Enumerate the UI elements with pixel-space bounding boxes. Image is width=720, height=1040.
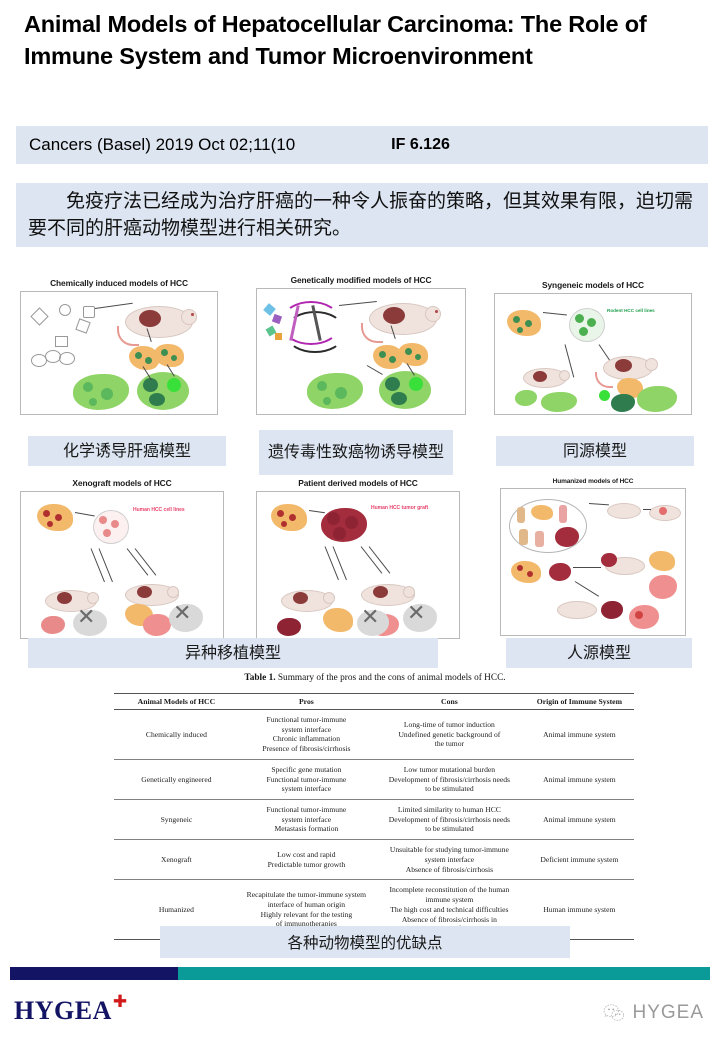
table-cell-origin: Deficient immune system — [524, 839, 634, 881]
table-row: Xenograft Low cost and rapid Predictable t… — [114, 839, 634, 881]
pros-cons-table: Animal Models of HCC Pros Cons Origin of… — [114, 693, 634, 940]
wechat-account-name: HYGEA — [632, 1002, 704, 1023]
figure-caption-en: Syngeneic models of HCC — [542, 280, 644, 290]
figure-caption-en: Genetically modified models of HCC — [290, 275, 432, 285]
table-cell-cons: Limited similarity to human HCC Developme… — [373, 799, 525, 841]
table-cell-origin: Animal immune system — [524, 799, 634, 841]
figure-label-genetically-modified: 遗传毒性致癌物诱导模型 — [259, 430, 453, 475]
table-header-cell: Pros — [238, 693, 374, 710]
table-cell-origin: Animal immune system — [524, 759, 634, 801]
footer-bar-teal — [178, 967, 710, 980]
figure-caption-en: Humanized models of HCC — [552, 478, 634, 485]
table-row: Chemically induced Functional tumor-immun… — [114, 709, 634, 760]
table-cell-pros: Specific gene mutation Functional tumor-i… — [238, 759, 374, 801]
table-cell-origin: Animal immune system — [524, 709, 634, 760]
figure-xenograft: Xenograft models of HCC Human HCC cell l… — [20, 478, 224, 639]
table-cell-model: Genetically engineered — [114, 759, 239, 801]
table-cell-cons: Low tumor mutational burden Development o… — [373, 759, 525, 801]
citation-bar: Cancers (Basel) 2019 Oct 02;11(10 IF 6.1… — [16, 126, 708, 164]
abstract-text: 免疫疗法已经成为治疗肝癌的一种令人振奋的策略，但其效果有限，迫切需要不同的肝癌动… — [28, 190, 694, 239]
figure-image: Rodent HCC cell lines — [494, 293, 692, 415]
citation-text: Cancers (Basel) 2019 Oct 02;11(10 — [29, 135, 296, 154]
abstract-box: 免疫疗法已经成为治疗肝癌的一种令人振奋的策略，但其效果有限，迫切需要不同的肝癌动… — [16, 183, 708, 247]
figure-label-humanized: 人源模型 — [506, 638, 692, 668]
table-row: Humanized Recapitulate the tumor-immune s… — [114, 879, 634, 940]
table-caption: Table 1. Summary of the pros and the con… — [110, 673, 640, 683]
wechat-icon — [604, 1004, 625, 1021]
figure-label-chemically-induced: 化学诱导肝癌模型 — [28, 436, 226, 466]
table-header-cell: Cons — [373, 693, 525, 710]
wechat-account: HYGEA — [603, 1002, 704, 1024]
table-label: 各种动物模型的优缺点 — [160, 926, 570, 958]
impact-factor: IF 6.126 — [391, 136, 450, 153]
table-cell-model: Chemically induced — [114, 709, 239, 760]
figure-patient-derived: Patient derived models of HCC Human HCC … — [256, 478, 460, 639]
table-cell-pros: Functional tumor-immune system interface C… — [238, 709, 374, 760]
hygea-logo-left: HYGEA ✚ — [14, 992, 128, 1026]
hygea-logo-left-text: HYGEA — [14, 996, 112, 1025]
figure-label-syngeneic: 同源模型 — [496, 436, 694, 466]
table-cell-pros: Functional tumor-immune system interface M… — [238, 799, 374, 841]
figure-image — [500, 488, 686, 636]
figure-caption-en: Xenograft models of HCC — [72, 478, 172, 488]
figure-inner-label: Rodent HCC cell lines — [607, 308, 655, 313]
figure-caption-en: Patient derived models of HCC — [298, 478, 418, 488]
figure-inner-label: Human HCC tumor graft — [371, 505, 429, 511]
figure-caption-en: Chemically induced models of HCC — [50, 278, 188, 288]
table-cell-cons: Long-time of tumor induction Undefined ge… — [373, 709, 525, 760]
page-title: Animal Models of Hepatocellular Carcinom… — [24, 11, 647, 70]
figure-humanized: Humanized models of HCC — [500, 478, 686, 636]
figure-inner-label: Human HCC cell lines — [133, 507, 185, 513]
table-caption-bold: Table 1. — [244, 673, 276, 683]
figure-syngeneic: Syngeneic models of HCC Rodent HCC cell … — [494, 280, 692, 415]
figure-label-xenograft: 异种移植模型 — [28, 638, 438, 668]
table-row: Syngeneic Functional tumor-immune system i… — [114, 799, 634, 841]
figure-image: Human HCC tumor graft ✕ ✕ — [256, 491, 460, 639]
red-cross-icon: ✚ — [112, 992, 128, 1012]
figure-chemically-induced: Chemically induced models of HCC — [20, 278, 218, 415]
figure-image — [20, 291, 218, 415]
footer-bar-navy — [10, 967, 178, 980]
table-cell-cons: Unsuitable for studying tumor-immune syst… — [373, 839, 525, 881]
table-header-row: Animal Models of HCC Pros Cons Origin of… — [114, 693, 634, 710]
table-header-cell: Animal Models of HCC — [114, 693, 239, 710]
table-cell-pros: Low cost and rapid Predictable tumor grow… — [238, 839, 374, 881]
table-caption-rest: Summary of the pros and the cons of anim… — [275, 673, 506, 683]
table-header-cell: Origin of Immune System — [524, 693, 634, 710]
table-cell-model: Xenograft — [114, 839, 239, 881]
table-cell-model: Syngeneic — [114, 799, 239, 841]
table-row: Genetically engineered Specific gene muta… — [114, 759, 634, 801]
figure-genetically-modified: Genetically modified models of HCC — [256, 275, 466, 415]
figure-image: Human HCC cell lines ✕ ✕ — [20, 491, 224, 639]
figure-image — [256, 288, 466, 415]
